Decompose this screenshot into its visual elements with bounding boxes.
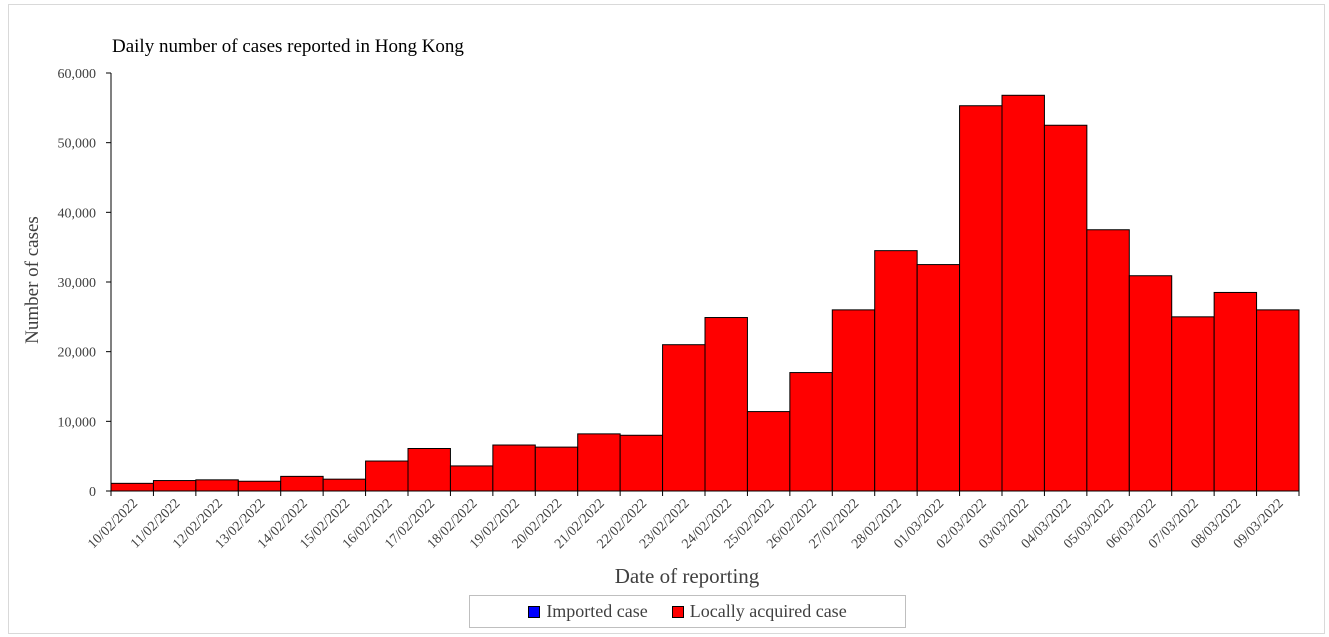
bar-local-22/02/2022 xyxy=(619,434,664,492)
bar-local-13/02/2022 xyxy=(237,480,282,492)
bar-local-03/03/2022 xyxy=(1001,94,1045,492)
legend: Imported case Locally acquired case xyxy=(469,595,906,628)
bar-local-27/02/2022 xyxy=(831,309,876,492)
bar-local-23/02/2022 xyxy=(662,344,706,492)
bar-local-18/02/2022 xyxy=(449,465,494,492)
legend-label-imported: Imported case xyxy=(546,601,648,621)
x-ticks-group: 10/02/202211/02/202212/02/202213/02/2022… xyxy=(85,491,1300,552)
chart-title: Daily number of cases reported in Hong K… xyxy=(112,36,464,57)
x-axis-label: Date of reporting xyxy=(615,564,760,588)
y-tick-label: 30,000 xyxy=(58,276,97,291)
bar-local-01/03/2022 xyxy=(916,264,961,492)
y-ticks-group: 0 10,000 20,000 30,000 40,000 50,000 60,000 xyxy=(58,67,111,500)
y-tick-label: 0 xyxy=(89,485,96,500)
y-tick-label: 50,000 xyxy=(58,137,97,152)
legend-swatch-imported xyxy=(528,605,541,618)
bar-local-25/02/2022 xyxy=(746,411,791,492)
bar-local-07/03/2022 xyxy=(1171,316,1215,492)
bar-local-21/02/2022 xyxy=(577,433,621,492)
bar-local-08/03/2022 xyxy=(1213,291,1258,492)
bar-local-04/03/2022 xyxy=(1043,124,1088,492)
bar-local-02/03/2022 xyxy=(959,105,1003,492)
bar-local-15/02/2022 xyxy=(322,478,367,492)
bar-local-11/02/2022 xyxy=(152,480,197,492)
bar-local-09/03/2022 xyxy=(1256,309,1300,492)
bar-local-05/03/2022 xyxy=(1086,229,1130,492)
legend-item-imported: Imported case xyxy=(528,601,648,622)
bar-local-20/02/2022 xyxy=(534,446,579,492)
bars-group xyxy=(110,94,1300,492)
y-tick-label: 60,000 xyxy=(58,67,97,82)
y-tick-label: 10,000 xyxy=(58,415,97,430)
bar-local-17/02/2022 xyxy=(407,448,451,492)
bar-local-06/03/2022 xyxy=(1128,275,1173,492)
y-tick-label: 40,000 xyxy=(58,206,97,221)
bar-local-16/02/2022 xyxy=(365,460,409,492)
bar-local-24/02/2022 xyxy=(704,317,748,492)
bar-local-19/02/2022 xyxy=(492,444,536,492)
legend-item-local: Locally acquired case xyxy=(671,601,847,622)
legend-swatch-local xyxy=(671,605,684,618)
legend-label-local: Locally acquired case xyxy=(689,601,847,621)
bar-local-28/02/2022 xyxy=(874,250,918,492)
bar-local-12/02/2022 xyxy=(195,479,239,492)
bar-local-10/02/2022 xyxy=(110,482,154,492)
y-tick-label: 20,000 xyxy=(58,346,97,361)
bar-local-14/02/2022 xyxy=(280,475,324,492)
y-axis-label: Number of cases xyxy=(22,216,43,344)
bar-local-26/02/2022 xyxy=(789,372,833,492)
